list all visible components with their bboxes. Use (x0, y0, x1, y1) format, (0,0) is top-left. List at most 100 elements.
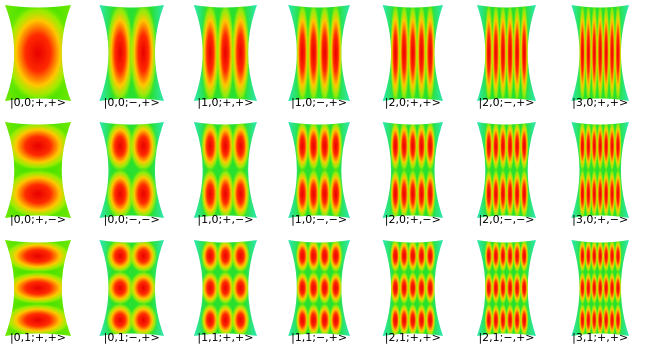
intensity-lobe (424, 122, 436, 173)
intensity-lobe (105, 167, 135, 218)
intensity-lobe (200, 302, 220, 336)
intensity-lobe (5, 5, 71, 101)
mode-panel (288, 122, 350, 218)
mode-label: |0,0;−,−> (104, 213, 160, 226)
intensity-lobe (231, 122, 250, 173)
intensity-lobe (512, 122, 522, 173)
intensity-lobe (590, 240, 598, 274)
intensity-lobe (578, 167, 587, 218)
intensity-lobe (5, 270, 71, 306)
intensity-lobe (5, 240, 71, 274)
intensity-lobe (215, 167, 235, 218)
intensity-lobe (584, 302, 593, 336)
intensity-lobe (519, 5, 529, 101)
intensity-lobe (416, 122, 427, 173)
intensity-lobe (519, 167, 529, 218)
mode-label: |3,0;+,+> (572, 96, 628, 109)
mode-label: |0,1;−,+> (104, 331, 160, 344)
intensity-lobe (231, 302, 250, 336)
mode-label: |0,0;+,+> (10, 96, 66, 109)
intensity-lobe (424, 270, 436, 306)
intensity-lobe (398, 270, 410, 306)
intensity-lobe (390, 122, 401, 173)
intensity-lobe (128, 167, 158, 218)
mode-label: |2,1;−,+> (478, 331, 534, 344)
intensity-lobe (491, 5, 501, 101)
intensity-lobe (596, 5, 604, 101)
intensity-lobe (614, 5, 622, 101)
intensity-lobe (512, 5, 522, 101)
intensity-lobe (317, 167, 332, 218)
intensity-lobe (317, 302, 332, 336)
intensity-lobe (416, 302, 427, 336)
intensity-lobe (416, 5, 427, 101)
intensity-lobe (519, 270, 529, 306)
intensity-lobe (390, 302, 401, 336)
intensity-lobe (519, 240, 529, 274)
intensity-lobe (398, 122, 410, 173)
mode-label: |2,0;+,+> (385, 96, 441, 109)
intensity-lobe (484, 167, 494, 218)
mode-label: |3,1;+,+> (572, 331, 628, 344)
intensity-lobe (407, 122, 419, 173)
intensity-lobe (398, 167, 410, 218)
intensity-lobe (231, 167, 250, 218)
intensity-lobe (398, 240, 410, 274)
intensity-lobe (398, 5, 410, 101)
mode-panel (382, 240, 443, 336)
intensity-lobe (215, 240, 235, 274)
mode-label: |1,0;+,−> (197, 213, 253, 226)
intensity-lobe (498, 5, 508, 101)
mode-label: |0,0;+,−> (10, 213, 66, 226)
intensity-lobe (328, 167, 343, 218)
mode-panel (193, 122, 257, 218)
intensity-lobe (295, 5, 310, 101)
intensity-lobe (200, 240, 220, 274)
mode-panel (5, 5, 71, 101)
intensity-lobe (328, 5, 343, 101)
intensity-lobe (505, 270, 515, 306)
intensity-lobe (614, 122, 622, 173)
intensity-lobe (105, 122, 135, 173)
intensity-lobe (295, 122, 310, 173)
intensity-lobe (200, 167, 220, 218)
mode-panel (382, 122, 443, 218)
intensity-lobe (608, 270, 616, 306)
mode-label: |2,0;−,+> (478, 96, 534, 109)
intensity-lobe (416, 167, 427, 218)
intensity-lobe (328, 122, 343, 173)
intensity-lobe (215, 122, 235, 173)
intensity-lobe (390, 5, 401, 101)
intensity-lobe (519, 302, 529, 336)
intensity-lobe (498, 240, 508, 274)
intensity-lobe (614, 167, 622, 218)
intensity-lobe (498, 270, 508, 306)
intensity-lobe (614, 302, 622, 336)
intensity-lobe (602, 5, 610, 101)
mode-label: |0,1;+,+> (10, 331, 66, 344)
mode-label: |1,1;−,+> (291, 331, 347, 344)
intensity-lobe (491, 240, 501, 274)
intensity-lobe (306, 302, 321, 336)
mode-panel (99, 5, 164, 101)
intensity-lobe (608, 122, 616, 173)
intensity-lobe (590, 302, 598, 336)
intensity-lobe (398, 302, 410, 336)
intensity-lobe (614, 240, 622, 274)
intensity-lobe (105, 302, 135, 336)
intensity-lobe (596, 270, 604, 306)
intensity-lobe (215, 5, 235, 101)
intensity-lobe (505, 240, 515, 274)
mode-panel (193, 240, 257, 336)
intensity-lobe (512, 167, 522, 218)
intensity-lobe (317, 240, 332, 274)
intensity-lobe (596, 302, 604, 336)
intensity-lobe (578, 270, 587, 306)
intensity-lobe (602, 270, 610, 306)
intensity-lobe (608, 240, 616, 274)
mode-panel (288, 240, 350, 336)
intensity-lobe (596, 122, 604, 173)
intensity-lobe (231, 240, 250, 274)
intensity-lobe (295, 302, 310, 336)
